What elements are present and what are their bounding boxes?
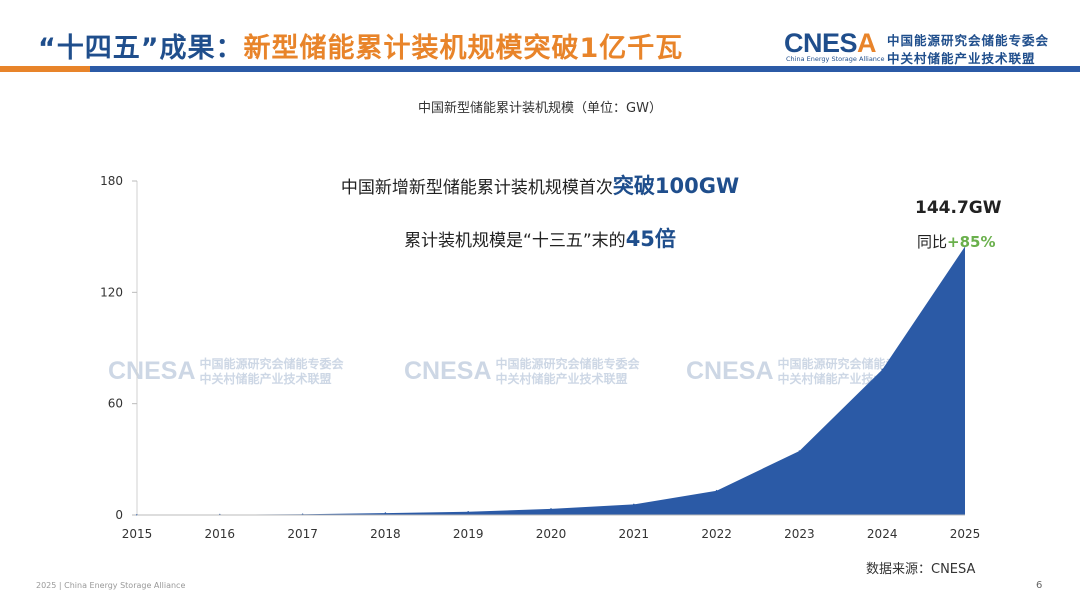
callout-line2: 累计装机规模是“十三五”末的45倍 (404, 227, 676, 251)
watermark: CNESA 中国能源研究会储能专委会 中关村储能产业技术联盟 (108, 357, 344, 386)
title-prefix: “十四五”成果： (38, 33, 244, 64)
header: “十四五”成果：新型储能累计装机规模突破1亿千瓦 CNESA China Ene… (0, 0, 1080, 76)
x-tick-label-2023: 2023 (784, 527, 815, 541)
end-value-label: 144.7GW (915, 198, 1002, 218)
data-point-2019 (467, 511, 470, 513)
data-point-2024 (881, 368, 883, 371)
logo-cn-line1: 中国能源研究会储能专委会 (887, 33, 1050, 48)
footer-text: 2025 | China Energy Storage Alliance (36, 581, 186, 590)
title-main: 新型储能累计装机规模突破1亿千瓦 (243, 33, 684, 64)
x-tick-label-2020: 2020 (536, 527, 567, 541)
area-series (137, 246, 965, 515)
x-tick-label-2021: 2021 (619, 527, 650, 541)
logo-subtitle: China Energy Storage Alliance (786, 55, 885, 63)
x-tick-label-2018: 2018 (370, 527, 401, 541)
page-title: “十四五”成果：新型储能累计装机规模突破1亿千瓦 (38, 26, 683, 65)
y-tick-label: 180 (100, 174, 123, 188)
logo-wordmark: CNESA (784, 28, 877, 58)
yoy-label: 同比+85% (917, 233, 996, 251)
callout-line1: 中国新增新型储能累计装机规模首次突破100GW (340, 174, 740, 198)
x-tick-label-2019: 2019 (453, 527, 484, 541)
page-number: 6 (1036, 580, 1043, 591)
data-point-2021 (633, 503, 635, 506)
data-point-2025 (964, 245, 966, 248)
x-tick-label-2025: 2025 (950, 527, 981, 541)
x-tick-label-2016: 2016 (205, 527, 236, 541)
yoy-value: +85% (947, 233, 996, 251)
header-divider (0, 66, 1080, 72)
data-source: 数据来源：CNESA (866, 562, 976, 577)
cnesa-logo: CNESA China Energy Storage Alliance 中国能源… (784, 28, 1074, 66)
x-tick-label-2015: 2015 (122, 527, 153, 541)
x-tick-label-2024: 2024 (867, 527, 898, 541)
data-point-2023 (798, 450, 801, 452)
y-tick-label: 0 (115, 508, 123, 522)
y-tick-label: 120 (100, 285, 123, 299)
callout-highlight-1: 突破100GW (612, 174, 740, 198)
chart-title: 中国新型储能累计装机规模（单位：GW） (418, 101, 662, 116)
logo-cn-line2: 中关村储能产业技术联盟 (887, 51, 1036, 66)
data-point-2020 (550, 508, 552, 510)
callout-highlight-2: 45倍 (625, 227, 676, 251)
header-divider-accent (0, 66, 90, 72)
x-tick-label-2022: 2022 (701, 527, 732, 541)
watermark: CNESA 中国能源研究会储能专委会 中关村储能产业技术联盟 (404, 357, 640, 386)
data-point-2022 (715, 489, 718, 492)
x-tick-label-2017: 2017 (287, 527, 318, 541)
y-tick-label: 60 (108, 397, 123, 411)
data-point-2018 (384, 512, 387, 514)
